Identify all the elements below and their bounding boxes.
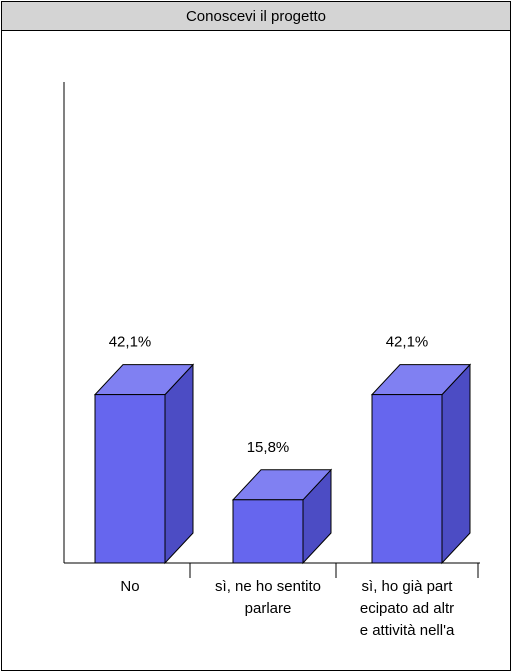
x-tick-label: sì, ne ho sentito xyxy=(215,578,321,595)
data-label: 15,8% xyxy=(247,439,290,456)
x-tick-label: ecipato ad altr xyxy=(360,600,454,617)
data-label: 42,1% xyxy=(386,334,429,351)
x-tick-label: e attività nell'a xyxy=(360,622,455,639)
data-label: 42,1% xyxy=(109,334,152,351)
x-tick-label: parlare xyxy=(245,600,292,617)
bar xyxy=(94,394,166,564)
bar-side xyxy=(164,363,194,565)
chart-title-bar: Conoscevi il progetto xyxy=(2,2,510,31)
bar-side xyxy=(441,363,471,565)
bar xyxy=(232,499,304,564)
bar xyxy=(371,394,443,564)
x-tick-label: sì, ho già part xyxy=(362,578,454,595)
chart-title: Conoscevi il progetto xyxy=(185,7,327,25)
x-tick-label: No xyxy=(120,578,139,595)
